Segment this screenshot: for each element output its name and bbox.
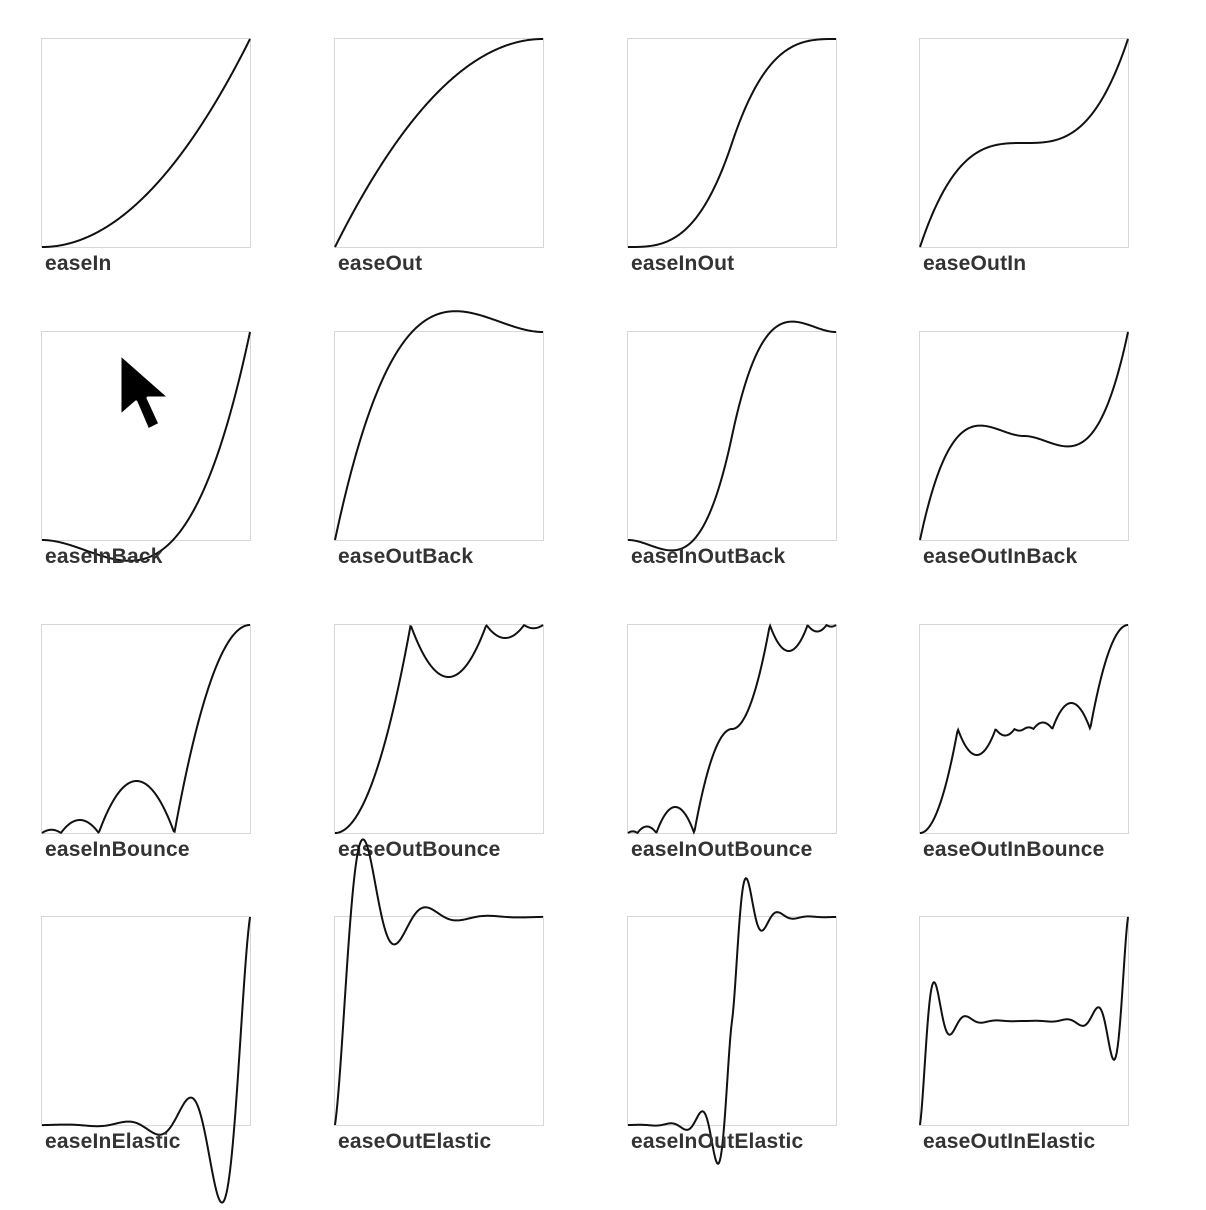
panel-label: easeInElastic [45,1130,181,1153]
panel-label: easeOutBack [338,545,474,568]
plot-frame [919,916,1129,1126]
plot-frame [627,331,837,541]
panel-label: easeInOut [631,252,735,275]
panel-easeInOutBack: easeInOutBack [627,320,837,571]
panel-easeOut: easeOut [334,38,544,278]
panel-easeOutInBounce: easeOutInBounce [919,624,1129,864]
plot-frame [919,331,1129,541]
panel-label: easeIn [45,252,112,275]
panel-label: easeInBounce [45,838,190,861]
plot-frame [627,916,837,1126]
panel-easeInBack: easeInBack [41,331,251,571]
panel-easeOutIn: easeOutIn [919,38,1129,278]
panel-label: easeOutInElastic [923,1130,1096,1153]
panel-label: easeInBack [45,545,163,568]
plot-frame [334,916,544,1126]
panel-label: easeInOutBack [631,545,786,568]
panel-easeInOutBounce: easeInOutBounce [627,623,837,864]
panel-easeInOutElastic: easeInOutElastic [627,877,837,1165]
panel-label: easeOutIn [923,252,1027,275]
panel-label: easeOutInBack [923,545,1078,568]
mouse-pointer-icon [118,352,172,432]
panel-easeOutBack: easeOutBack [334,310,544,571]
plot-frame [627,624,837,834]
panel-easeInElastic: easeInElastic [41,916,251,1204]
panel-easeInOut: easeInOut [627,38,837,278]
panel-easeOutInElastic: easeOutInElastic [919,916,1129,1156]
panel-easeOutInBack: easeOutInBack [919,331,1129,571]
plot-frame [919,38,1129,248]
plot-frame [41,38,251,248]
plot-frame [41,916,251,1126]
plot-frame [334,331,544,541]
plot-frame [334,624,544,834]
plot-frame [627,38,837,248]
plot-frame [41,624,251,834]
panel-label: easeOutElastic [338,1130,492,1153]
plot-frame [334,38,544,248]
panel-label: easeInOutBounce [631,838,813,861]
panel-easeInBounce: easeInBounce [41,624,251,864]
panel-easeOutBounce: easeOutBounce [334,624,544,864]
panel-label: easeOutBounce [338,838,501,861]
panel-label: easeInOutElastic [631,1130,804,1153]
plot-frame [919,624,1129,834]
panel-easeIn: easeIn [41,38,251,278]
panel-easeOutElastic: easeOutElastic [334,838,544,1156]
panel-label: easeOut [338,252,423,275]
panel-label: easeOutInBounce [923,838,1105,861]
